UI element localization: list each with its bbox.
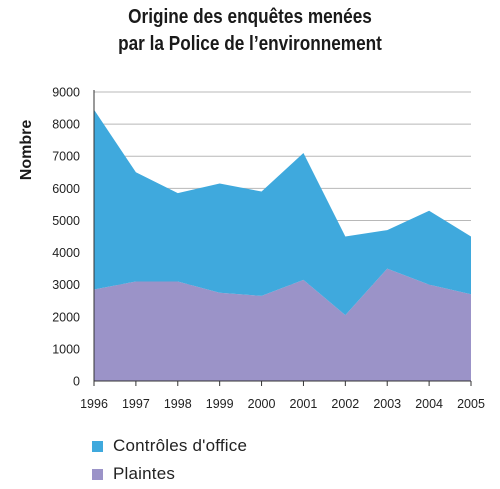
x-tick-label: 2004: [415, 397, 443, 411]
y-tick-label: 9000: [52, 86, 80, 100]
legend-item-controles: Contrôles d'office: [92, 432, 247, 460]
x-tick-label: 2003: [373, 397, 401, 411]
y-tick-label: 5000: [52, 214, 80, 228]
legend-label-controles: Contrôles d'office: [113, 436, 248, 455]
y-tick-labels: 0 1000 2000 3000 4000 5000 6000 7000 8000 9000: [52, 86, 80, 389]
x-tick-label: 2001: [290, 397, 318, 411]
chart-title-line-1: Origine des enquêtes menées: [128, 6, 372, 28]
y-tick-label: 4000: [52, 246, 80, 260]
y-tick-label: 2000: [52, 310, 80, 324]
area-series: [94, 109, 471, 381]
x-tick-label: 1999: [206, 397, 234, 411]
legend-item-plaintes: Plaintes: [92, 460, 247, 488]
x-tick-label: 1997: [122, 397, 150, 411]
y-tick-label: 3000: [52, 278, 80, 292]
y-axis-label: Nombre: [18, 120, 35, 181]
chart-legend: Contrôles d'office Plaintes: [92, 432, 247, 488]
chart-title-line-2: par la Police de l’environnement: [118, 33, 382, 55]
chart-title: Origine des enquêtes menées par la Polic…: [0, 4, 500, 58]
x-tick-label: 2002: [331, 397, 359, 411]
legend-swatch-plaintes: [92, 468, 103, 480]
area-series-controles-d-office: [94, 109, 471, 316]
axes: [93, 90, 472, 386]
x-tick-label: 1996: [80, 397, 108, 411]
area-series-plaintes: [94, 268, 471, 381]
x-tick-label: 1998: [164, 397, 192, 411]
x-tick-label: 2000: [248, 397, 276, 411]
legend-label-plaintes: Plaintes: [113, 464, 176, 483]
legend-swatch-controles: [92, 440, 103, 452]
y-tick-label: 1000: [52, 342, 80, 356]
y-tick-label: 7000: [52, 150, 80, 164]
y-tick-label: 8000: [52, 118, 80, 132]
y-tick-label: 6000: [52, 182, 80, 196]
x-tick-labels: 1996 1997 1998 1999 2000 2001 2002 2003 2004 2005: [80, 397, 485, 411]
x-tick-label: 2005: [457, 397, 485, 411]
y-tick-label: 0: [73, 375, 80, 389]
